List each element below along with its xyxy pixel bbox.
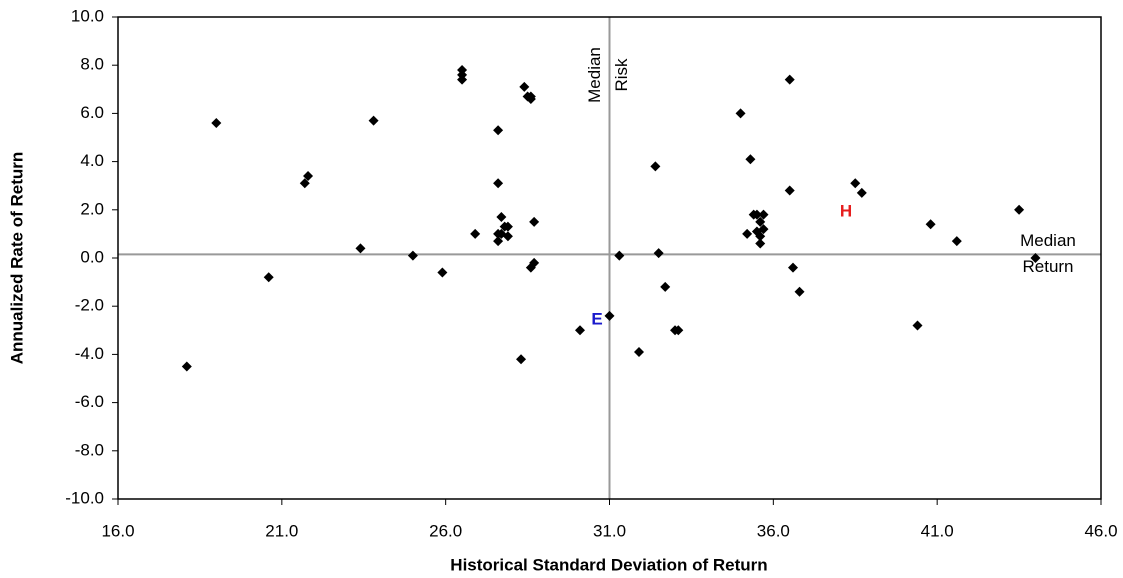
scatter-point: [614, 250, 625, 261]
scatter-point: [784, 74, 795, 85]
y-tick-label: 4.0: [80, 151, 104, 170]
scatter-point: [925, 219, 936, 230]
scatter-point: [912, 320, 923, 331]
median-label: Return: [1022, 257, 1073, 276]
median-label: Median: [1020, 231, 1076, 250]
y-tick-label: -6.0: [75, 392, 104, 411]
y-tick-label: -8.0: [75, 440, 104, 459]
scatter-point: [299, 178, 310, 189]
scatter-point: [787, 262, 798, 273]
median-label: Median: [585, 47, 604, 103]
scatter-point: [529, 257, 540, 268]
x-tick-label: 46.0: [1084, 521, 1117, 540]
scatter-point: [181, 361, 192, 372]
scatter-point: [470, 228, 481, 239]
scatter-point: [794, 286, 805, 297]
scatter-point: [660, 281, 671, 292]
y-tick-label: 8.0: [80, 55, 104, 74]
scatter-point: [211, 118, 222, 129]
scatter-point: [457, 69, 468, 80]
scatter-point: [519, 81, 530, 92]
scatter-point: [407, 250, 418, 261]
x-tick-label: 26.0: [429, 521, 462, 540]
scatter-point: [1030, 253, 1041, 263]
scatter-point: [437, 267, 448, 278]
scatter-point: [751, 209, 762, 220]
scatter-point: [368, 115, 379, 126]
scatter-point: [755, 216, 766, 227]
scatter-point: [303, 171, 314, 182]
scatter-point: [1014, 204, 1025, 215]
scatter-point: [575, 325, 586, 336]
scatter-point: [850, 178, 861, 189]
x-axis-title: Historical Standard Deviation of Return: [450, 555, 767, 574]
scatter-point: [516, 354, 527, 365]
scatter-point: [493, 125, 504, 136]
scatter-point: [650, 161, 661, 172]
scatter-point: [355, 243, 366, 254]
scatter-point: [673, 325, 684, 336]
scatter-point: [745, 154, 756, 165]
scatter-point: [653, 248, 664, 259]
scatter-point: [784, 185, 795, 196]
y-tick-label: 10.0: [71, 6, 104, 25]
x-tick-label: 36.0: [757, 521, 790, 540]
y-tick-label: 2.0: [80, 199, 104, 218]
scatter-point: [493, 236, 504, 247]
x-tick-label: 16.0: [101, 521, 134, 540]
scatter-point: [525, 91, 536, 102]
x-tick-label: 41.0: [921, 521, 954, 540]
scatter-point: [856, 187, 867, 198]
median-label: Risk: [612, 58, 631, 92]
scatter-point: [755, 238, 766, 249]
scatter-point: [493, 178, 504, 189]
y-tick-label: -4.0: [75, 344, 104, 363]
scatter-point: [496, 212, 507, 223]
x-tick-label: 31.0: [593, 521, 626, 540]
scatter-point: [502, 231, 513, 242]
scatter-point: [742, 228, 753, 239]
y-axis-title: Annualized Rate of Return: [7, 152, 26, 365]
y-tick-label: -2.0: [75, 296, 104, 315]
scatter-point: [758, 209, 769, 220]
scatter-point: [263, 272, 274, 283]
y-tick-label: 0.0: [80, 247, 104, 266]
scatter-point: [735, 108, 746, 119]
scatter-point: [529, 216, 540, 227]
annotation: H: [840, 201, 852, 220]
y-tick-label: -10.0: [65, 488, 104, 507]
y-tick-label: 6.0: [80, 103, 104, 122]
scatter-point: [755, 231, 766, 242]
annotation: E: [591, 309, 602, 328]
x-tick-label: 21.0: [265, 521, 298, 540]
scatter-point: [502, 221, 513, 232]
scatter-point: [633, 346, 644, 357]
scatter-point: [951, 236, 962, 247]
scatter-point: [604, 310, 615, 321]
